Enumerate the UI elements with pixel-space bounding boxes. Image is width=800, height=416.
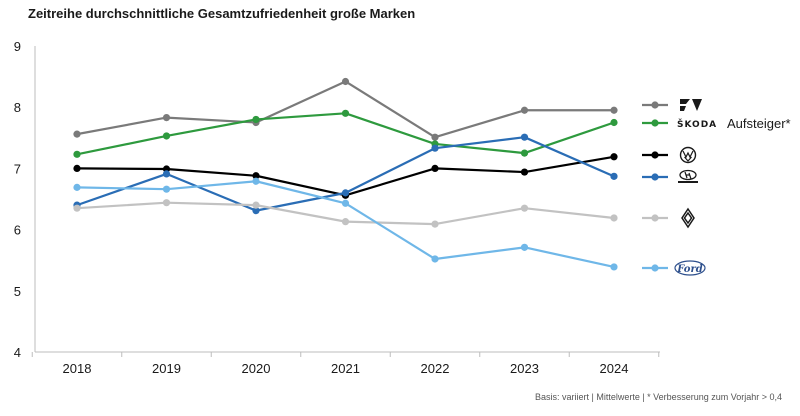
data-point	[252, 177, 260, 185]
data-point	[73, 130, 81, 138]
series-hyundai	[73, 133, 618, 215]
series-cupra	[73, 77, 618, 141]
legend-swatch-marker	[651, 119, 659, 127]
ford-wordmark: Ford	[676, 264, 702, 275]
data-point	[610, 214, 618, 222]
data-point	[610, 153, 618, 161]
data-point	[73, 183, 81, 191]
x-tick-label: 2022	[421, 361, 450, 376]
series-line	[76, 136, 615, 212]
data-point	[520, 106, 529, 114]
legend-swatch-marker	[651, 151, 659, 159]
vw-ring	[679, 146, 697, 164]
vw-letters	[682, 150, 694, 162]
data-point	[431, 164, 439, 172]
legend-item-ford: Ford	[642, 260, 706, 276]
series-renault	[73, 199, 618, 228]
x-tick-label: 2020	[242, 361, 271, 376]
y-tick-label: 4	[14, 345, 21, 360]
data-point	[431, 255, 439, 263]
x-tick-label: 2024	[600, 361, 629, 376]
data-point	[252, 115, 260, 124]
vw-logo	[679, 146, 697, 164]
data-point	[520, 133, 529, 141]
data-point	[431, 133, 439, 141]
legend-item-skoda: ŠKODA Aufsteiger*	[642, 116, 791, 131]
data-point	[431, 144, 439, 152]
ford-logo: Ford	[674, 260, 706, 276]
legend-item-renault	[642, 207, 695, 229]
legend-swatch-marker	[651, 101, 659, 109]
data-point	[520, 204, 529, 212]
legend-item-hyundai	[642, 169, 698, 183]
data-point	[341, 109, 350, 117]
y-tick-label: 8	[14, 100, 21, 115]
legend-annotation: Aufsteiger*	[727, 116, 791, 131]
data-point	[520, 168, 529, 176]
data-point	[341, 77, 350, 86]
legend-swatch-marker	[651, 214, 659, 222]
hyundai-oval	[679, 169, 697, 181]
y-tick-label: 6	[14, 223, 21, 238]
data-point	[610, 263, 618, 271]
x-tick-label: 2023	[510, 361, 539, 376]
data-point	[162, 114, 171, 122]
data-point	[610, 118, 618, 127]
series-layer	[73, 77, 618, 271]
data-point	[431, 220, 439, 228]
hyundai-wordmark-bar	[678, 181, 698, 183]
legend: ŠKODA Aufsteiger* Ford	[642, 99, 791, 276]
cupra-mark-right	[692, 99, 702, 111]
data-point	[610, 172, 618, 180]
chart-title: Zeitreihe durchschnittliche Gesamtzufrie…	[28, 6, 416, 21]
skoda-wordmark: ŠKODA	[677, 118, 717, 130]
x-tick-label: 2018	[63, 361, 92, 376]
y-tick-label: 7	[14, 161, 21, 176]
renault-logo	[681, 207, 695, 229]
skoda-logo: ŠKODA	[677, 118, 717, 130]
data-point	[520, 149, 529, 157]
data-point	[610, 106, 618, 114]
cupra-logo	[680, 99, 702, 111]
x-tick-label: 2021	[331, 361, 360, 376]
data-point	[252, 172, 260, 180]
footnote: Basis: variiert | Mittelwerte | * Verbes…	[534, 392, 782, 402]
legend-swatch-marker	[651, 173, 659, 181]
data-point	[73, 150, 81, 158]
series-skoda	[73, 109, 618, 158]
data-point	[252, 201, 260, 209]
data-point	[162, 132, 171, 140]
y-tick-label: 5	[14, 284, 21, 299]
series-line	[76, 80, 614, 139]
hyundai-h	[684, 171, 692, 180]
hyundai-logo	[678, 169, 698, 183]
legend-swatch-marker	[651, 264, 659, 272]
legend-item-vw	[642, 146, 697, 164]
data-point	[162, 185, 171, 193]
y-tick-label: 9	[14, 39, 21, 54]
renault-diamond	[681, 207, 695, 229]
data-point	[162, 170, 171, 178]
axes: 4 5 6 7 8 9 2018 2019 2020 2021 2022 2023 2024	[14, 39, 660, 376]
data-point	[341, 199, 350, 207]
data-point	[73, 204, 81, 212]
data-point	[341, 218, 350, 226]
cupra-mark-left	[680, 99, 690, 111]
data-point	[520, 243, 529, 251]
data-point	[73, 164, 81, 172]
ford-oval	[674, 260, 706, 276]
data-point	[252, 207, 260, 215]
legend-item-cupra	[642, 99, 702, 111]
data-point	[341, 189, 350, 197]
data-point	[162, 199, 171, 207]
series-ford	[73, 177, 618, 271]
x-tick-label: 2019	[152, 361, 181, 376]
